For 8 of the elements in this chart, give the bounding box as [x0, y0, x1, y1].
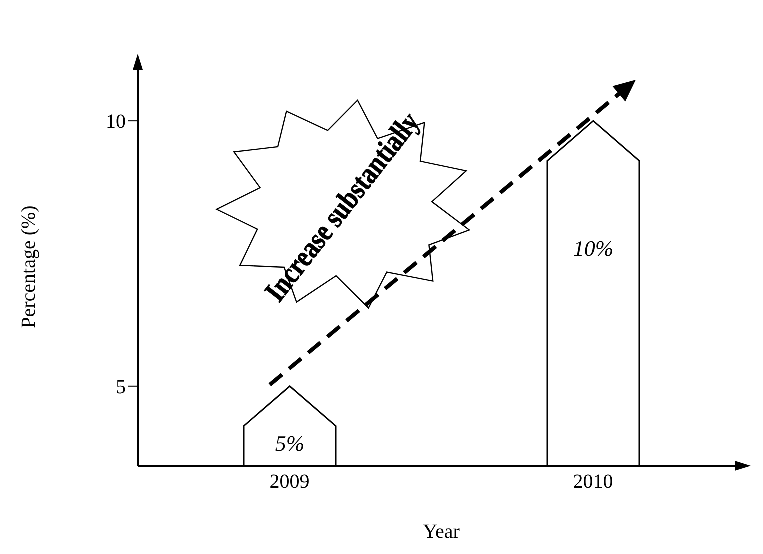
x-tick-label: 2009: [270, 471, 310, 494]
data-label: 5%: [275, 431, 305, 456]
y-tick-label: 5: [116, 376, 126, 398]
y-axis-title: Percentage (%): [18, 206, 40, 328]
y-tick-label: 10: [106, 111, 126, 134]
data-label: 10%: [573, 236, 614, 262]
x-tick-label: 2010: [573, 471, 614, 494]
x-axis-title: Year: [423, 521, 460, 543]
